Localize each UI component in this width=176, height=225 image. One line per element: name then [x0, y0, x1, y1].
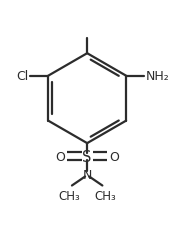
Text: O: O — [109, 150, 119, 163]
Text: O: O — [55, 150, 65, 163]
Text: N: N — [83, 168, 92, 181]
Text: NH₂: NH₂ — [146, 70, 169, 83]
Text: S: S — [83, 149, 92, 164]
Text: CH₃: CH₃ — [58, 189, 80, 202]
Text: CH₃: CH₃ — [94, 189, 116, 202]
Text: Cl: Cl — [16, 70, 28, 83]
